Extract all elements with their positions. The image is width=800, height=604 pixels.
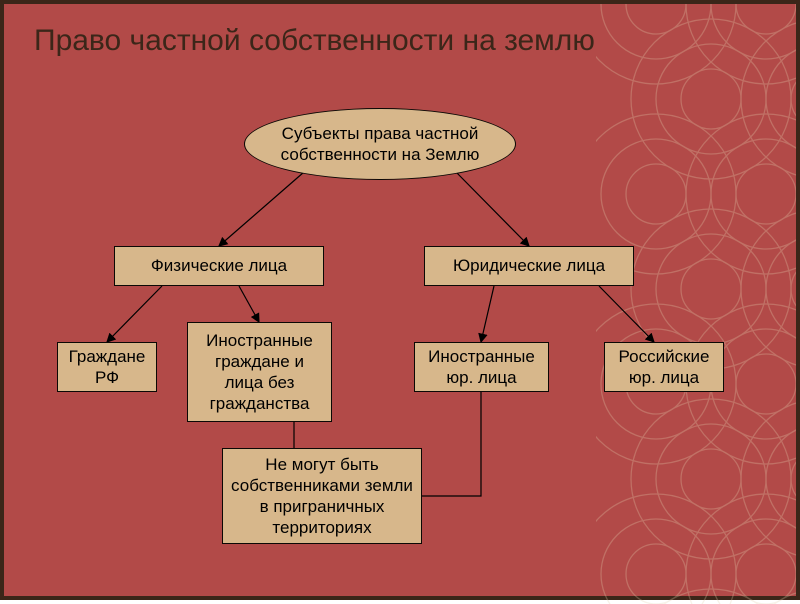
- node-root: Субъекты права частной собственности на …: [244, 108, 516, 180]
- edge-forjur-note: [422, 392, 481, 496]
- node-rfcit: Граждане РФ: [57, 342, 157, 392]
- node-phys: Физические лица: [114, 246, 324, 286]
- edge-phys-rfcit: [107, 286, 162, 342]
- edge-jur-forjur: [481, 286, 494, 342]
- edge-root-phys: [219, 172, 304, 246]
- node-forjur: Иностранные юр. лица: [414, 342, 549, 392]
- slide-canvas: Право частной собственности на землю Суб…: [0, 0, 800, 600]
- slide-title: Право частной собственности на землю: [34, 24, 654, 104]
- node-jur: Юридические лица: [424, 246, 634, 286]
- node-note: Не могут быть собственниками земли в при…: [222, 448, 422, 544]
- edge-phys-foreign: [239, 286, 259, 322]
- edge-root-jur: [456, 172, 529, 246]
- node-foreign: Иностранные граждане и лица без гражданс…: [187, 322, 332, 422]
- edge-jur-rujur: [599, 286, 654, 342]
- node-rujur: Российские юр. лица: [604, 342, 724, 392]
